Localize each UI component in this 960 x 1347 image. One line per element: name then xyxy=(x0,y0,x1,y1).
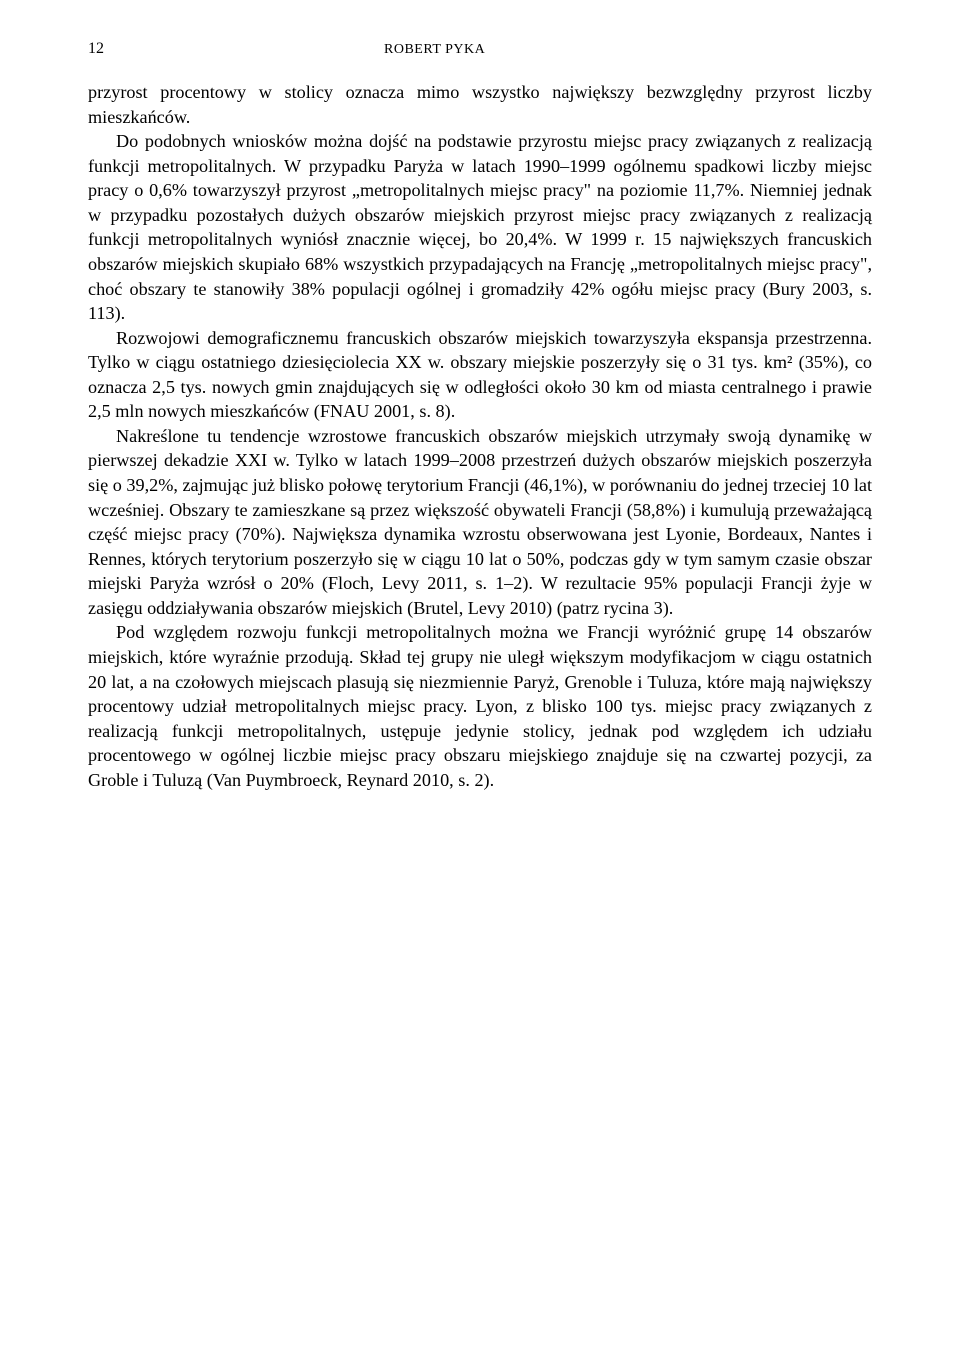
paragraph: Nakreślone tu tendencje wzrostowe francu… xyxy=(88,424,872,621)
paragraph: przyrost procentowy w stolicy oznacza mi… xyxy=(88,80,872,129)
page-header: 12 ROBERT PYKA xyxy=(88,40,872,58)
page-number: 12 xyxy=(88,40,104,58)
paragraph: Pod względem rozwoju funkcji metropolita… xyxy=(88,620,872,792)
body-text: przyrost procentowy w stolicy oznacza mi… xyxy=(88,80,872,792)
author-name: ROBERT PYKA xyxy=(384,42,485,58)
paragraph: Rozwojowi demograficznemu francuskich ob… xyxy=(88,326,872,424)
paragraph: Do podobnych wniosków można dojść na pod… xyxy=(88,129,872,326)
